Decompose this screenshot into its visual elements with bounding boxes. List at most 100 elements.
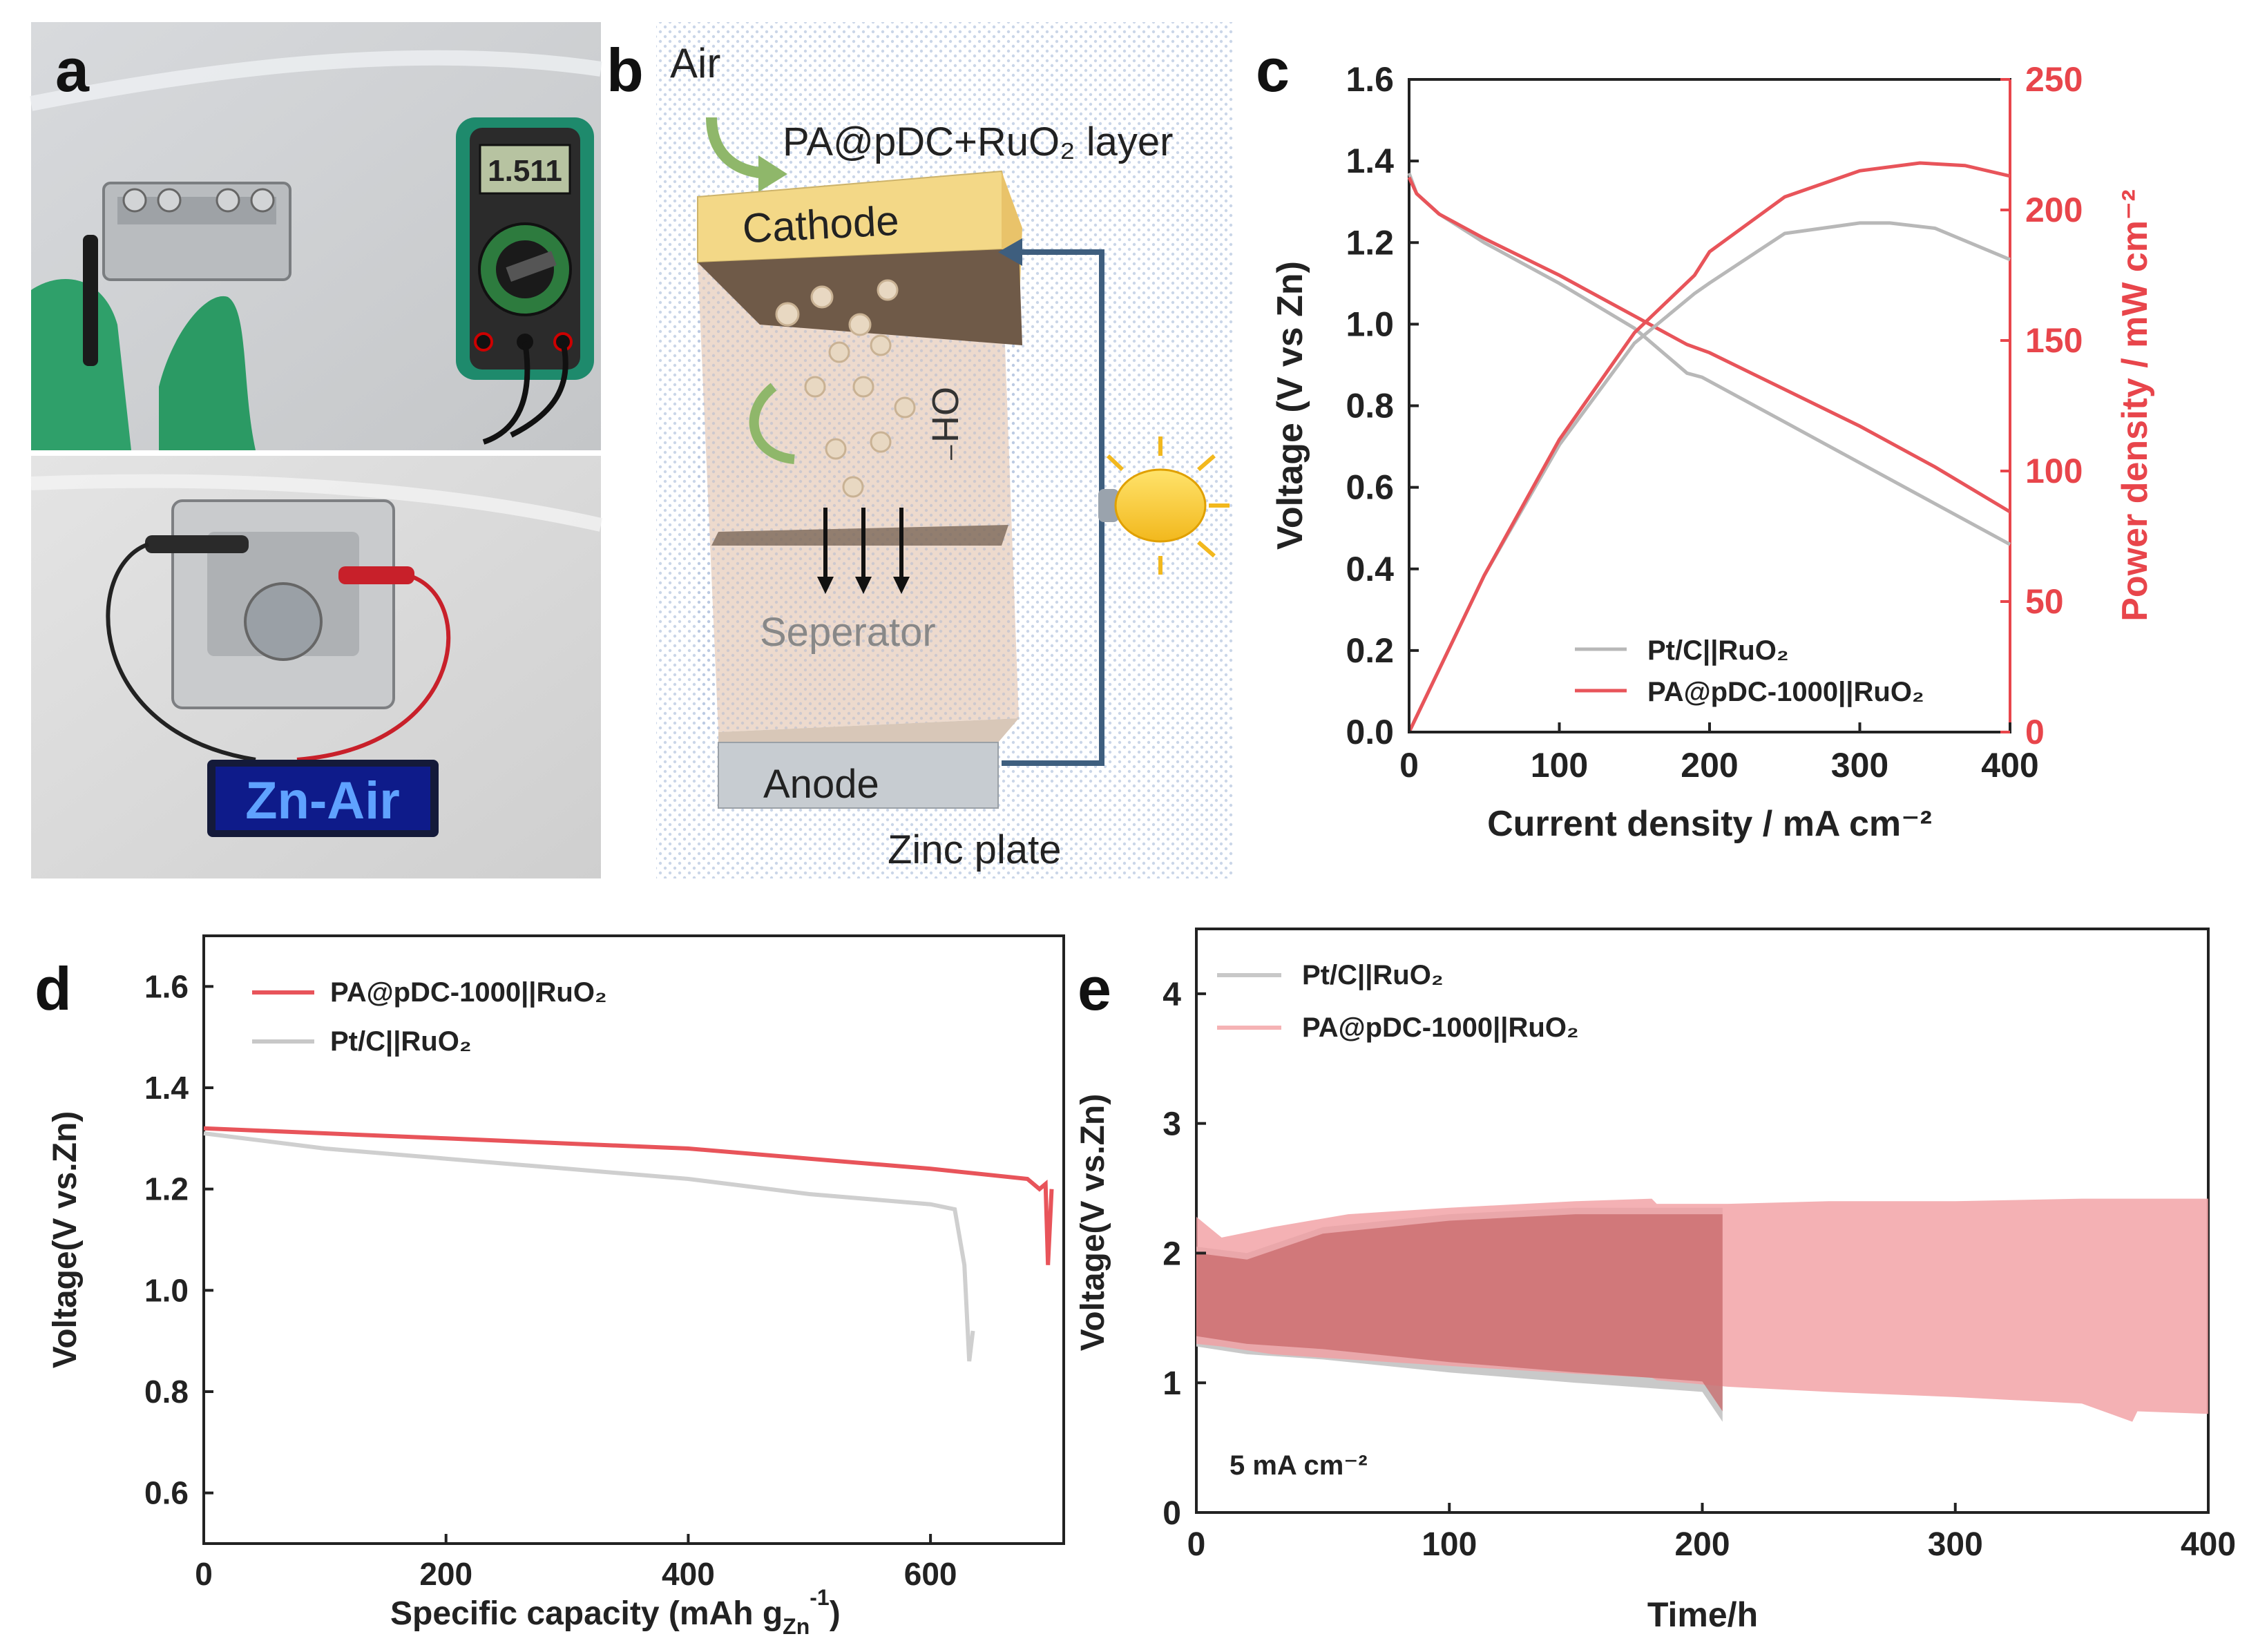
chart-d-legend: PA@pDC-1000||RuO₂ Pt/C||RuO₂ — [252, 977, 607, 1057]
legend-e-pa: PA@pDC-1000||RuO₂ — [1302, 1012, 1579, 1043]
separator-sheet — [711, 525, 1008, 546]
chart-c-xlabel: Current density / mA cm⁻² — [1487, 804, 1932, 844]
chart-e-annotation: 5 mA cm⁻² — [1230, 1450, 1368, 1481]
chart-d-xlabel-main: Specific capacity (mAh g — [390, 1595, 783, 1632]
legend-d-ptc: Pt/C||RuO₂ — [330, 1026, 472, 1057]
anode-label: Anode — [763, 762, 879, 807]
chart-d-series-group — [203, 1126, 1054, 1362]
chart-e-xtick-label: 200 — [1674, 1526, 1730, 1563]
panel-e-cycling-chart: e 0 100 200 300 400 0 1 2 3 4 Voltage(V vs.Zn) Ti… — [1075, 928, 2236, 1634]
chart-e-ytick-label: 4 — [1163, 977, 1181, 1013]
led-display-text: Zn-Air — [245, 771, 400, 830]
circuit-arrow-icon — [998, 238, 1022, 266]
chart-e-xlabel: Time/h — [1647, 1595, 1758, 1634]
recycle-arrow-icon — [749, 383, 795, 464]
chart-e-ytick-label: 2 — [1163, 1236, 1181, 1272]
ion-flow-arrows — [823, 508, 903, 580]
panel-label-b: b — [606, 36, 644, 104]
chart-c-ytick-label: 1.2 — [1346, 223, 1394, 262]
chart-c-xtick-label: 0 — [1399, 746, 1419, 785]
layer-label: PA@pDC+RuO₂ layer — [783, 119, 1173, 164]
chart-d-ticks: 0 200 400 600 0.6 0.8 1.0 1.2 1.4 1.6 — [144, 968, 957, 1592]
chart-e-xtick-label: 100 — [1422, 1526, 1477, 1563]
oh-particles — [775, 279, 916, 498]
chart-d-ytick-label: 1.6 — [144, 968, 189, 1004]
chart-c-ytick-label: 1.4 — [1346, 142, 1394, 180]
chart-e-xtick-label: 300 — [1928, 1526, 1983, 1563]
anode-block — [718, 742, 999, 809]
chart-e-ticks: 0 100 200 300 400 0 1 2 3 4 — [1163, 977, 2236, 1563]
separator-label: Seperator — [760, 610, 936, 655]
panel-label-d: d — [35, 954, 72, 1023]
chart-e-series-group — [1196, 1198, 2208, 1422]
chart-c-y2tick-label: 200 — [2025, 191, 2083, 229]
chart-c-xtick-label: 400 — [1981, 746, 2038, 785]
chart-c-line-1 — [1407, 176, 2011, 514]
chart-c-line-0 — [1407, 172, 2011, 546]
chart-c-ytick-label: 1.0 — [1346, 305, 1394, 343]
legend-e-ptc: Pt/C||RuO₂ — [1302, 960, 1444, 990]
zinc-plate-label: Zinc plate — [888, 827, 1061, 872]
chart-e-legend: Pt/C||RuO₂ PA@pDC-1000||RuO₂ — [1217, 960, 1579, 1043]
chart-e-ytick-label: 0 — [1163, 1495, 1181, 1532]
legend-d-pa: PA@pDC-1000||RuO₂ — [330, 977, 607, 1008]
chart-d-ytick-label: 0.6 — [144, 1475, 189, 1511]
chart-c-ytick-label: 1.6 — [1346, 60, 1394, 99]
chart-d-ytick-label: 1.0 — [144, 1272, 189, 1308]
chart-e-ylabel: Voltage(V vs.Zn) — [1075, 1094, 1111, 1352]
chart-c-y2tick-label: 250 — [2025, 60, 2083, 99]
chart-d-ylabel: Voltage(V vs.Zn) — [47, 1111, 84, 1369]
chart-d-line-red — [203, 1126, 1054, 1265]
multimeter-reading: 1.511 — [488, 154, 562, 188]
chart-c-y2tick-label: 0 — [2025, 713, 2045, 751]
cathode-label: Cathode — [741, 198, 900, 252]
oh-label: OH⁻ — [924, 387, 966, 463]
chart-d-frame — [202, 934, 1065, 1545]
chart-c-line-3 — [1407, 161, 2011, 733]
chart-e-xtick-label: 0 — [1187, 1526, 1206, 1563]
zinc-air-cell-photo — [102, 182, 291, 281]
chart-e-ytick-label: 3 — [1163, 1106, 1181, 1143]
panel-c-polarization-chart: c 0 100 200 300 400 0.0 0.2 0.4 0.6 0.8 1.0 1.2 1.4 1… — [1256, 36, 2155, 844]
chart-d-xlabel: Specific capacity (mAh gZn-1) — [390, 1585, 841, 1639]
chart-e-ytick-label: 1 — [1163, 1365, 1181, 1402]
panel-b-schematic: b Air PA@pDC+RuO₂ layer Cathode OH⁻ Sepe… — [606, 22, 1233, 878]
chart-c-y2tick-label: 50 — [2025, 582, 2064, 621]
chart-c-legend: Pt/C||RuO₂ PA@pDC-1000||RuO₂ — [1575, 635, 1924, 707]
chart-c-y2tick-label: 100 — [2025, 452, 2083, 490]
cell-with-led-photo: Zn-Air — [106, 499, 451, 837]
chart-c-y2label: Power density / mW cm⁻² — [2115, 189, 2155, 622]
chart-c-ylabel: Voltage (V vs Zn) — [1270, 261, 1310, 550]
chart-c-ytick-label: 0.2 — [1346, 631, 1394, 670]
multimeter-photo: 1.511 — [456, 117, 594, 445]
legend-c-pa: PA@pDC-1000||RuO₂ — [1647, 677, 1924, 707]
chart-d-xtick-label: 400 — [662, 1556, 715, 1592]
air-arrowhead-icon — [758, 155, 787, 192]
chart-d-xtick-label: 600 — [904, 1556, 957, 1592]
chart-d-xlabel-end: ) — [830, 1595, 841, 1632]
legend-c-ptc: Pt/C||RuO₂ — [1647, 635, 1789, 666]
chart-c-series-group — [1407, 161, 2011, 733]
air-arrow-icon — [706, 117, 761, 178]
light-bulb-icon — [1098, 436, 1230, 575]
chart-c-xtick-label: 100 — [1531, 746, 1588, 785]
chart-c-xtick-label: 200 — [1681, 746, 1738, 785]
panel-label-e: e — [1078, 954, 1111, 1023]
gloved-hands-photo — [31, 235, 256, 450]
chart-d-xlabel-sub: Zn — [783, 1614, 810, 1639]
chart-c-ytick-label: 0.0 — [1346, 713, 1394, 751]
ion-flow-arrowheads — [817, 577, 910, 594]
chart-d-xlabel-sup: -1 — [810, 1585, 829, 1610]
chart-c-y2tick-label: 150 — [2025, 321, 2083, 360]
chart-c-ytick-label: 0.8 — [1346, 387, 1394, 425]
chart-e-xtick-label: 400 — [2181, 1526, 2236, 1563]
air-label: Air — [670, 40, 720, 86]
panel-a-photos: 1.511 Zn-Air a — [29, 22, 603, 878]
chart-c-ticks: 0 100 200 300 400 0.0 0.2 0.4 0.6 0.8 1.0 1.2 1.4 1.6… — [1346, 60, 2083, 785]
chart-d-ytick-label: 1.4 — [144, 1070, 189, 1106]
chart-c-ytick-label: 0.4 — [1346, 550, 1394, 588]
chart-e-overlap-band — [1196, 1214, 1723, 1412]
chart-c-xtick-label: 300 — [1831, 746, 1888, 785]
chart-d-line-grey — [203, 1131, 975, 1362]
